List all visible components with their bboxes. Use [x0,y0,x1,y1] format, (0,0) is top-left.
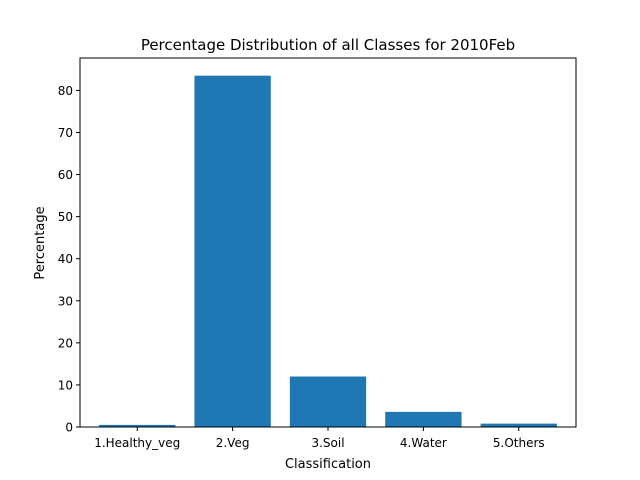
y-tick-label: 30 [58,294,73,308]
y-axis: 0 10 20 30 40 50 60 70 80 [58,84,80,435]
bar-5 [480,423,557,427]
y-tick-label: 20 [58,336,73,350]
x-tick-label: 4.Water [400,436,447,450]
y-axis-label: Percentage [33,206,48,279]
y-tick-label: 80 [58,84,73,98]
bar-4 [385,411,462,427]
bar-2 [194,75,271,428]
y-tick-label: 70 [58,126,73,140]
plot-frame [79,57,577,428]
y-tick-label: 10 [58,378,73,392]
y-tick-label: 50 [58,210,73,224]
y-tick-label: 40 [58,252,73,266]
x-tick-label: 1.Healthy_veg [94,436,180,450]
chart-title: Percentage Distribution of all Classes f… [141,36,515,54]
bar-1 [99,424,176,427]
x-axis-label: Classification [285,457,371,472]
x-tick-label: 5.Others [493,436,545,450]
x-axis: 1.Healthy_veg 2.Veg 3.Soil 4.Water 5.Others [94,427,545,450]
x-tick-label: 2.Veg [216,436,250,450]
bar-group [99,75,557,428]
y-tick-label: 60 [58,168,73,182]
bar-3 [289,376,367,427]
x-tick-label: 3.Soil [311,436,344,450]
y-tick-label: 0 [65,421,73,435]
